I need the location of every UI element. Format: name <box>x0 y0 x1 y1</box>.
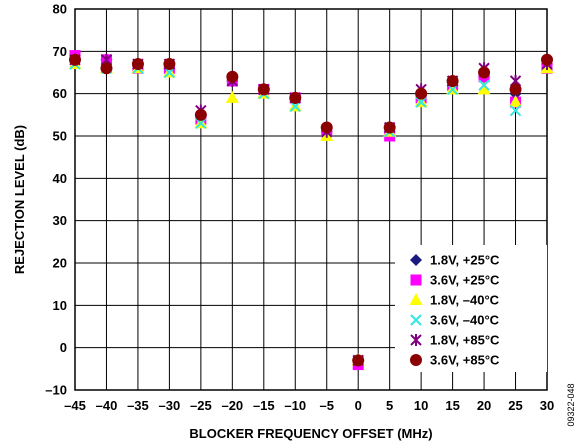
y-tick-label: 80 <box>53 2 67 17</box>
x-tick-label: –30 <box>159 398 181 413</box>
data-point <box>477 82 491 95</box>
x-tick-label: –45 <box>64 398 86 413</box>
data-point <box>195 117 207 130</box>
x-tick-label: –15 <box>253 398 275 413</box>
legend-label: 3.6V, +25°C <box>430 273 500 288</box>
legend: 1.8V, +25°C 3.6V, +25°C 1.8V, –40°C 3.6V, –… <box>395 245 547 372</box>
x-tick-label: –25 <box>190 398 212 413</box>
x-tick-label: 30 <box>540 398 554 413</box>
plot-frame <box>74 8 548 391</box>
legend-marker <box>410 334 422 346</box>
x-tick-label: –10 <box>284 398 306 413</box>
data-point <box>352 354 365 367</box>
y-tick-label: 50 <box>53 129 67 144</box>
y-tick-label: 60 <box>53 86 67 101</box>
data-point <box>509 95 523 108</box>
x-tick-label: –40 <box>96 398 118 413</box>
plot-border <box>74 8 548 391</box>
data-point <box>478 66 491 79</box>
data-point <box>383 121 396 134</box>
data-point <box>100 62 113 75</box>
data-point <box>446 83 459 96</box>
data-point <box>415 96 427 108</box>
x-tick-label: 0 <box>355 398 362 413</box>
y-tick-label: 0 <box>60 340 67 355</box>
data-point <box>541 53 553 66</box>
legend-marker <box>410 274 422 286</box>
data-point <box>320 121 333 134</box>
y-tick-label: –10 <box>45 383 67 398</box>
x-tick-label: –5 <box>319 398 333 413</box>
legend-marker <box>410 354 422 366</box>
y-tick-label: 40 <box>53 171 67 186</box>
x-tick-labels: –45 –40 –35 –30 –25 –20 –15 –10 –5 0 5 10 15 20 25 30 <box>64 398 554 413</box>
legend-label: 1.8V, +25°C <box>430 253 500 268</box>
data-point <box>415 87 428 100</box>
data-point <box>289 100 301 113</box>
data-point <box>163 58 176 71</box>
data-point <box>509 104 522 117</box>
data-point <box>225 90 239 103</box>
data-point <box>226 70 239 83</box>
y-axis-title: REJECTION LEVEL (dB) <box>12 125 27 274</box>
x-axis-title: BLOCKER FREQUENCY OFFSET (MHz) <box>189 426 432 441</box>
x-tick-label: –35 <box>127 398 149 413</box>
x-tick-label: 25 <box>508 398 522 413</box>
x-tick-label: 15 <box>445 398 459 413</box>
data-point <box>509 83 522 96</box>
legend-marker <box>410 314 422 326</box>
legend-box <box>395 245 547 372</box>
legend-label: 1.8V, +85°C <box>430 333 500 348</box>
data-point <box>69 53 81 66</box>
legend-label: 3.6V, +85°C <box>430 353 500 368</box>
y-tick-label: 30 <box>53 213 67 228</box>
data-point <box>446 74 459 87</box>
data-point <box>131 58 144 71</box>
y-tick-label: 70 <box>53 44 67 59</box>
legend-label: 3.6V, –40°C <box>430 313 500 328</box>
figure-id: 09322-048 <box>566 383 576 426</box>
data-point <box>163 66 176 79</box>
x-tick-label: –20 <box>221 398 243 413</box>
data-point <box>289 91 302 104</box>
legend-marker <box>410 254 422 266</box>
x-tick-label: 5 <box>386 398 393 413</box>
y-tick-label: 20 <box>53 256 67 271</box>
legend-marker <box>409 293 423 305</box>
data-points <box>68 50 554 371</box>
x-tick-label: 20 <box>477 398 491 413</box>
data-point <box>478 79 490 91</box>
legend-label: 1.8V, –40°C <box>430 293 500 308</box>
y-tick-labels: –10 0 10 20 30 40 50 60 70 80 <box>45 2 67 398</box>
x-tick-label: 10 <box>414 398 428 413</box>
series-circle <box>69 53 553 367</box>
data-point <box>194 108 207 121</box>
data-point <box>257 83 270 96</box>
y-tick-label: 10 <box>53 298 67 313</box>
